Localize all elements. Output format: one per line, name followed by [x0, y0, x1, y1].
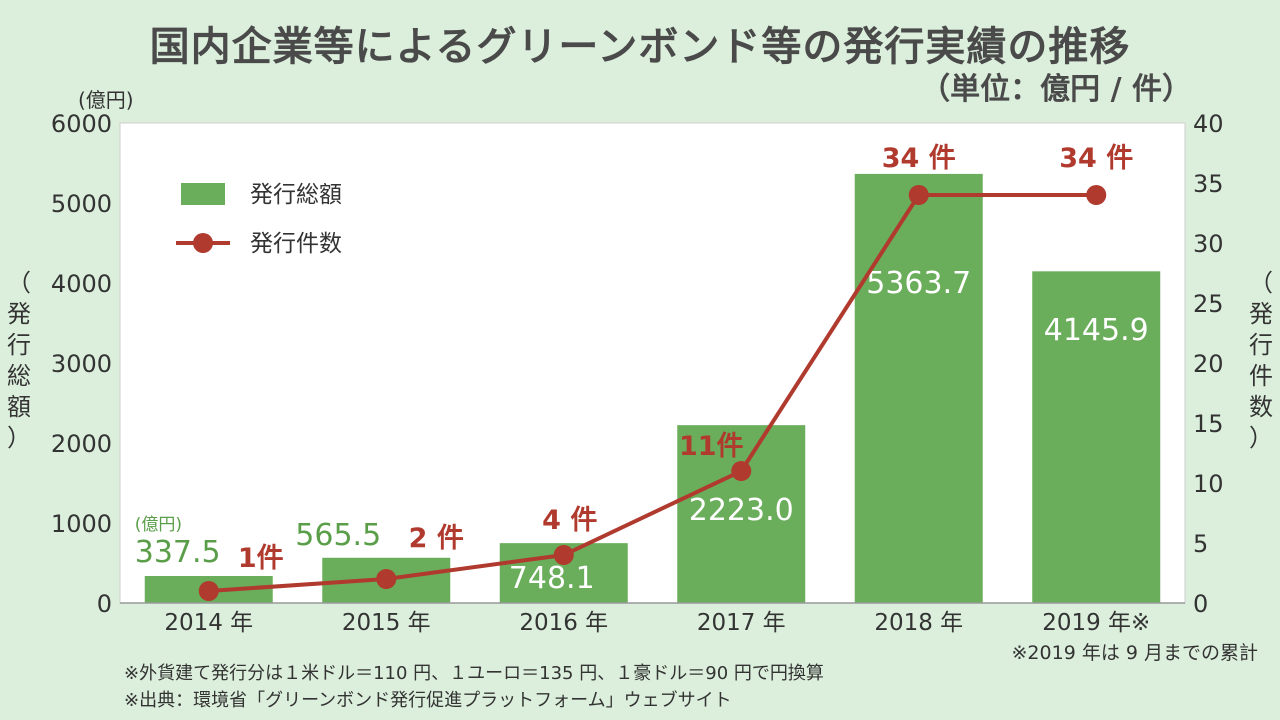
- left-tick-label: 0: [97, 590, 112, 618]
- footnote-2019: ※2019 年は 9 月までの累計: [1011, 642, 1258, 664]
- left-axis-title-char: 総: [7, 362, 31, 390]
- count-point: [553, 545, 574, 565]
- right-tick-label: 15: [1193, 410, 1224, 438]
- left-axis-title-char: 行: [7, 331, 31, 359]
- count-point: [1086, 185, 1107, 205]
- bar: [854, 173, 983, 604]
- footnotes: ※外貨建て発行分は１米ドル＝110 円、１ユーロ＝135 円、１豪ドル＝90 円…: [124, 660, 824, 714]
- count-label: 34 件: [882, 143, 956, 174]
- right-tick-label: 5: [1193, 530, 1208, 558]
- left-axis-title-char: （: [7, 269, 31, 297]
- count-label: 11件: [679, 431, 744, 462]
- left-tick-label: 3000: [51, 350, 112, 378]
- right-tick-label: 25: [1193, 290, 1224, 318]
- count-label: 34 件: [1059, 143, 1133, 174]
- right-axis-title-char: 件: [1249, 362, 1273, 390]
- count-point: [376, 569, 397, 589]
- left-tick-label: 4000: [51, 270, 112, 298]
- bar-value-label: 565.5: [295, 518, 381, 553]
- right-axis-title-char: 数: [1249, 393, 1273, 421]
- legend-bar-label: 発行総額: [250, 182, 342, 208]
- right-tick-label: 0: [1193, 590, 1208, 618]
- unit-label: （単位：億円 / 件）: [920, 72, 1192, 107]
- right-tick-label: 20: [1193, 350, 1224, 378]
- count-point: [198, 581, 219, 601]
- bar-value-label: 4145.9: [1044, 313, 1149, 348]
- plot-area: [119, 122, 1186, 604]
- bar-value-label: 2223.0: [689, 493, 794, 528]
- count-label: 4 件: [542, 505, 597, 536]
- bar-value-label: 5363.7: [866, 266, 971, 301]
- bar-value-label: 748.1: [509, 561, 595, 596]
- bar-value-label: 337.5: [135, 535, 221, 570]
- right-axis-title-char: ）: [1249, 424, 1273, 452]
- footnote-exchange: ※外貨建て発行分は１米ドル＝110 円、１ユーロ＝135 円、１豪ドル＝90 円…: [124, 663, 824, 684]
- category-label: 2018 年: [874, 610, 963, 636]
- footnote-source: ※出典：環境省「グリーンボンド発行促進プラットフォーム」ウェブサイト: [124, 690, 732, 711]
- legend-line-marker: [193, 233, 213, 253]
- count-point: [908, 185, 929, 205]
- chart-title: 国内企業等によるグリーンボンド等の発行実績の推移: [149, 24, 1131, 70]
- count-point: [731, 461, 752, 481]
- right-axis-title: （ 発 行 件 数 ）: [1246, 268, 1276, 454]
- category-label: 2014 年: [164, 610, 253, 636]
- legend-line-label: 発行件数: [250, 231, 342, 257]
- right-tick-label: 35: [1193, 170, 1224, 198]
- bar: [1032, 271, 1161, 603]
- left-tick-label: 5000: [51, 190, 112, 218]
- right-axis-title-char: 行: [1249, 331, 1273, 359]
- count-label: 1件: [238, 543, 284, 574]
- right-tick-label: 40: [1193, 110, 1224, 138]
- right-axis-title-char: （: [1249, 269, 1273, 297]
- left-tick-label: 1000: [51, 510, 112, 538]
- left-tick-label: 6000: [51, 110, 112, 138]
- bar: [677, 425, 806, 603]
- category-label: 2019 年※: [1042, 610, 1150, 636]
- left-axis-unit: (億円): [78, 88, 134, 112]
- right-tick-label: 10: [1193, 470, 1224, 498]
- legend-bar-swatch: [181, 183, 225, 205]
- category-label: 2015 年: [342, 610, 431, 636]
- count-line: [208, 193, 1097, 593]
- left-axis-title-char: 額: [7, 393, 31, 421]
- category-label: 2017 年: [697, 610, 786, 636]
- category-label: 2016 年: [519, 610, 608, 636]
- right-tick-label: 30: [1193, 230, 1224, 258]
- count-label: 2 件: [409, 523, 464, 554]
- bar-unit-annotation: (億円): [135, 515, 182, 535]
- left-axis-title: （ 発 行 総 額 ）: [4, 268, 34, 454]
- left-tick-label: 2000: [51, 430, 112, 458]
- left-axis-title-char: 発: [7, 300, 31, 328]
- right-axis-title-char: 発: [1249, 300, 1273, 328]
- left-axis-title-char: ）: [7, 424, 31, 452]
